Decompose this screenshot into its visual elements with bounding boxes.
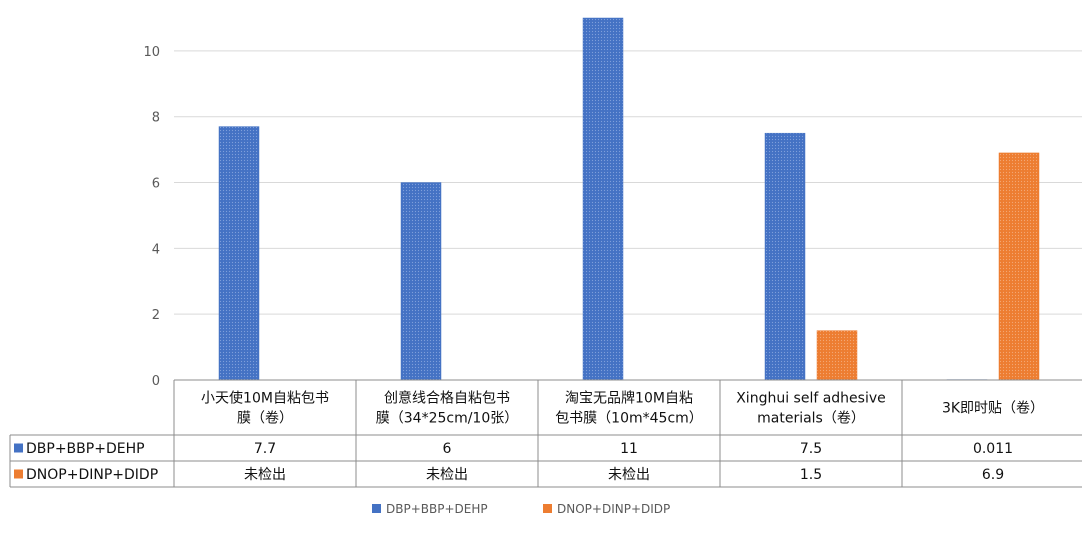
y-tick-label: 6 [152, 177, 160, 192]
x-category-label: materials（卷） [757, 411, 865, 427]
y-tick-label: 0 [152, 374, 160, 389]
y-tick-label: 8 [152, 111, 160, 126]
row-legend-swatch [14, 469, 23, 479]
bar-dbp-bbp-dehp [582, 17, 624, 381]
bar-dnop-dinp-didp [998, 152, 1040, 381]
y-tick-label: 2 [152, 308, 160, 323]
data-label: 6.9 [982, 467, 1004, 483]
y-tick-label: 4 [152, 242, 160, 257]
x-category-label: 淘宝无品牌10M自粘 [565, 390, 693, 407]
bar-dnop-dinp-didp [816, 330, 858, 381]
data-label: 未检出 [426, 467, 468, 483]
row-series-name: DNOP+DINP+DIDP [26, 467, 158, 483]
data-label: 0.011 [973, 441, 1013, 457]
data-label: 11 [620, 441, 638, 457]
x-category-label: 创意线合格自粘包书 [384, 390, 510, 407]
legend-swatch [543, 504, 552, 513]
data-label: 7.5 [800, 441, 822, 457]
data-label: 未检出 [608, 467, 650, 483]
row-legend-swatch [14, 443, 23, 453]
x-category-label: 膜（34*25cm/10张） [376, 411, 519, 427]
data-label: 1.5 [800, 467, 822, 483]
data-label: 6 [443, 441, 452, 457]
bar-dbp-bbp-dehp [400, 182, 442, 381]
legend-label: DBP+BBP+DEHP [386, 502, 488, 516]
legend-swatch [372, 504, 381, 513]
legend-label: DNOP+DINP+DIDP [557, 502, 670, 516]
bar-dbp-bbp-dehp [764, 132, 806, 381]
y-tick-label: 10 [143, 45, 160, 60]
row-series-name: DBP+BBP+DEHP [26, 441, 145, 457]
x-category-label: 包书膜（10m*45cm） [555, 411, 703, 427]
data-label: 7.7 [254, 441, 276, 457]
x-category-label: 小天使10M自粘包书 [201, 390, 329, 407]
x-category-label: 膜（卷） [237, 411, 293, 427]
bar-dbp-bbp-dehp [218, 126, 260, 381]
data-label: 未检出 [244, 467, 286, 483]
x-category-label: 3K即时贴（卷） [942, 401, 1044, 417]
x-category-label: Xinghui self adhesive [736, 391, 886, 407]
